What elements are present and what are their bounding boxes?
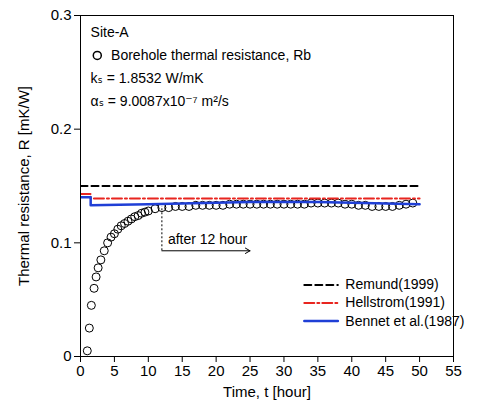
svg-text:Time, t [hour]: Time, t [hour] (223, 383, 311, 400)
svg-text:50: 50 (411, 362, 428, 379)
svg-text:45: 45 (377, 362, 394, 379)
svg-text:Hellstrom(1991): Hellstrom(1991) (345, 294, 445, 310)
svg-text:Bennet et al.(1987): Bennet et al.(1987) (345, 313, 464, 329)
svg-text:15: 15 (174, 362, 191, 379)
svg-text:40: 40 (343, 362, 360, 379)
svg-text:Thermal resistance, R [mK/W]: Thermal resistance, R [mK/W] (15, 86, 32, 286)
svg-text:kₛ = 1.8532 W/mK: kₛ = 1.8532 W/mK (91, 70, 205, 86)
svg-text:20: 20 (208, 362, 225, 379)
svg-text:Borehole thermal resistance, R: Borehole thermal resistance, Rb (111, 47, 311, 63)
svg-text:0: 0 (63, 347, 71, 364)
svg-text:30: 30 (276, 362, 293, 379)
svg-text:Site-A: Site-A (91, 24, 130, 40)
svg-text:25: 25 (242, 362, 259, 379)
svg-text:0.3: 0.3 (51, 6, 72, 23)
svg-text:Remund(1999): Remund(1999) (345, 276, 438, 292)
svg-text:35: 35 (310, 362, 327, 379)
svg-text:10: 10 (140, 362, 157, 379)
svg-text:0.1: 0.1 (51, 234, 72, 251)
svg-text:αₛ = 9.0087x10⁻⁷ m²/s: αₛ = 9.0087x10⁻⁷ m²/s (91, 93, 229, 109)
svg-text:55: 55 (445, 362, 462, 379)
svg-text:after 12 hour: after 12 hour (168, 231, 248, 247)
svg-text:0.2: 0.2 (51, 120, 72, 137)
svg-text:5: 5 (110, 362, 118, 379)
svg-text:0: 0 (76, 362, 84, 379)
